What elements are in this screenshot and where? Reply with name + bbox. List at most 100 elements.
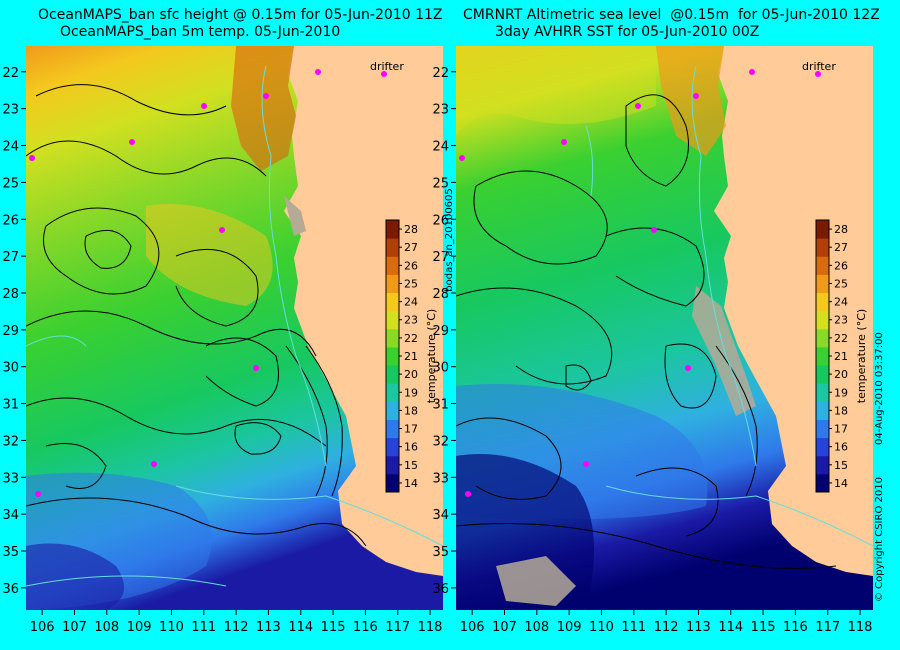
drifter-markers bbox=[459, 69, 821, 497]
latitude-tick-label: 24 bbox=[2, 140, 19, 155]
drifter-marker bbox=[151, 461, 157, 467]
longitude-tick-label: 108 bbox=[524, 620, 549, 635]
run-id-label: bodas_an_20100605 bbox=[444, 188, 455, 292]
colorbar-tick-label: 20 bbox=[404, 368, 418, 381]
drifter-marker bbox=[583, 461, 589, 467]
longitude-tick-label: 114 bbox=[288, 620, 313, 635]
colorbar-tick-label: 21 bbox=[404, 350, 418, 363]
longitude-tick-label: 113 bbox=[686, 620, 711, 635]
colorbar-swatch bbox=[816, 383, 829, 402]
bathymetry-contours bbox=[585, 65, 873, 547]
longitude-tick-label: 106 bbox=[30, 620, 55, 635]
right-map-svg: drifter 28 27 26 25 24 23 22 21 20 19 18 17 16 15 14 te… bbox=[456, 46, 873, 610]
colorbar-tick-label: 22 bbox=[834, 332, 848, 345]
latitude-tick-label: 22 bbox=[2, 66, 19, 81]
colorbar-swatch bbox=[386, 365, 399, 384]
drifter-marker bbox=[651, 227, 657, 233]
colorbar-tick-label: 19 bbox=[404, 386, 418, 399]
latitude-tick-label: 31 bbox=[2, 398, 19, 413]
latitude-tick-label: 34 bbox=[2, 508, 19, 523]
drifter-label: drifter bbox=[802, 60, 836, 73]
colorbar-swatch bbox=[816, 292, 829, 312]
left-map-title: OceanMAPS_ban sfc height @ 0.15m for 05-… bbox=[38, 7, 443, 23]
colorbar-title: temperature (°C) bbox=[855, 309, 868, 403]
latitude-tick-label: 29 bbox=[2, 324, 19, 339]
colorbar-swatch bbox=[816, 310, 829, 330]
latitude-tick-label: 35 bbox=[2, 545, 19, 560]
colorbar-swatch bbox=[816, 220, 829, 239]
colorbar-tick-label: 23 bbox=[404, 314, 418, 327]
drifter-marker bbox=[129, 139, 135, 145]
colorbar-swatch bbox=[386, 328, 399, 348]
drifter-marker bbox=[219, 227, 225, 233]
right-colorbar: 28 27 26 25 24 23 22 21 20 19 18 17 16 15 14 temperatur… bbox=[815, 219, 868, 493]
sea-level-contours bbox=[456, 94, 837, 569]
longitude-tick-label: 115 bbox=[751, 620, 776, 635]
colorbar-tick-label: 28 bbox=[404, 223, 418, 236]
colorbar-swatch bbox=[386, 274, 399, 294]
longitude-tick-label: 117 bbox=[385, 620, 410, 635]
colorbar-swatch bbox=[386, 256, 399, 275]
bathymetry-contours bbox=[26, 65, 443, 587]
latitude-tick-label: 27 bbox=[2, 250, 19, 265]
colorbar-swatch bbox=[816, 401, 829, 420]
latitude-tick-label: 36 bbox=[2, 582, 19, 597]
colorbar-tick-label: 14 bbox=[404, 477, 418, 490]
colorbar-swatch bbox=[816, 419, 829, 439]
colorbar-tick-label: 22 bbox=[404, 332, 418, 345]
latitude-tick-label: 32 bbox=[2, 434, 19, 449]
colorbar-tick-label: 19 bbox=[834, 386, 848, 399]
drifter-label: drifter bbox=[370, 60, 404, 73]
colorbar-tick-label: 27 bbox=[404, 241, 418, 254]
colorbar-swatch bbox=[816, 365, 829, 384]
colorbar-swatch bbox=[816, 346, 829, 366]
colorbar-swatch bbox=[816, 238, 829, 257]
colorbar-title: temperature (°C) bbox=[425, 309, 438, 403]
drifter-marker bbox=[381, 71, 387, 77]
drifter-marker bbox=[685, 365, 691, 371]
colorbar-tick-label: 16 bbox=[834, 441, 848, 454]
colorbar-tick-label: 21 bbox=[834, 350, 848, 363]
longitude-tick-label: 110 bbox=[589, 620, 614, 635]
colorbar-tick-label: 14 bbox=[834, 477, 848, 490]
colorbar-tick-label: 17 bbox=[834, 423, 848, 436]
left-map-panel: drifter 28 27 26 25 24 23 22 21 20 19 18 17 16 15 14 te… bbox=[26, 46, 443, 610]
longitude-tick-label: 109 bbox=[127, 620, 152, 635]
longitude-tick-label: 107 bbox=[492, 620, 517, 635]
warm-sst-patch bbox=[146, 204, 273, 306]
left-map-subtitle: OceanMAPS_ban 5m temp. 05-Jun-2010 bbox=[60, 24, 341, 40]
colorbar-tick-label: 25 bbox=[834, 277, 848, 290]
colorbar-swatch bbox=[816, 473, 829, 493]
longitude-tick-label: 110 bbox=[159, 620, 184, 635]
right-longitude-axis: 106 107 108 109 110 111 112 113 114 115 116 117 118 bbox=[460, 610, 872, 635]
colorbar-tick-label: 23 bbox=[834, 314, 848, 327]
colorbar-swatch bbox=[816, 437, 829, 457]
colorbar-tick-label: 28 bbox=[834, 223, 848, 236]
drifter-marker bbox=[35, 491, 41, 497]
latitude-tick-label: 23 bbox=[2, 103, 19, 118]
longitude-tick-label: 118 bbox=[418, 620, 443, 635]
longitude-tick-label: 106 bbox=[460, 620, 485, 635]
longitude-tick-label: 116 bbox=[353, 620, 378, 635]
drifter-marker bbox=[263, 93, 269, 99]
left-latitude-axis: 22 23 24 25 26 27 28 29 30 31 32 33 34 35 36 bbox=[2, 66, 26, 597]
colorbar-swatch bbox=[386, 220, 399, 239]
copyright-label: © Copyright CSIRO 2010 bbox=[874, 477, 885, 602]
colorbar-swatch bbox=[386, 310, 399, 330]
sea-temperature-field bbox=[26, 46, 443, 610]
colorbar-tick-label: 20 bbox=[834, 368, 848, 381]
drifter-marker bbox=[253, 365, 259, 371]
drifter-marker bbox=[459, 155, 465, 161]
colorbar-swatch bbox=[386, 238, 399, 257]
cool-sst-patch bbox=[26, 543, 124, 610]
longitude-tick-label: 111 bbox=[191, 620, 216, 635]
longitude-tick-label: 108 bbox=[94, 620, 119, 635]
warm-sst-patch bbox=[231, 46, 296, 171]
drifter-marker bbox=[465, 491, 471, 497]
longitude-tick-label: 107 bbox=[62, 620, 87, 635]
colorbar-swatch bbox=[386, 419, 399, 439]
colorbar-swatch bbox=[386, 383, 399, 402]
colorbar-swatch bbox=[386, 346, 399, 366]
colorbar-swatch bbox=[816, 256, 829, 275]
timestamp-label: 04-Aug-2010 03:37:00 bbox=[874, 332, 885, 445]
